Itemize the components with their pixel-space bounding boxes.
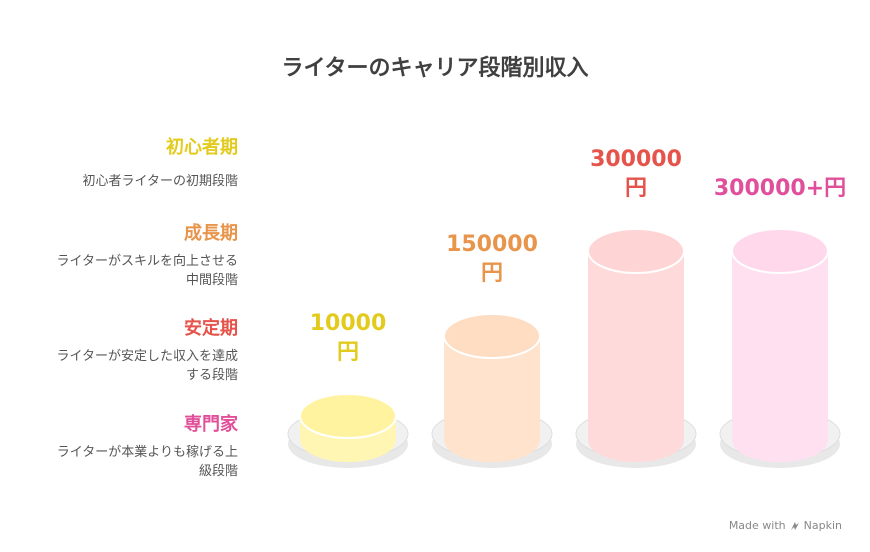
value-unit: 円	[336, 340, 359, 365]
value-unit: 円	[480, 261, 503, 286]
stage-desc-line: 級段階	[198, 464, 238, 479]
stage-desc-line: ライターが安定した収入を達成	[56, 349, 238, 364]
stage-desc-line: ライターがスキルを向上させる	[56, 254, 238, 269]
value-number: 300000	[590, 147, 682, 172]
cylinder-beginner	[287, 393, 409, 468]
value-number: 150000	[446, 232, 538, 257]
page-title: ライターのキャリア段階別収入	[281, 56, 589, 81]
cylinder-body	[444, 336, 540, 462]
stage-heading-expert: 専門家	[184, 414, 238, 435]
napkin-brand-text: Napkin	[803, 519, 842, 532]
value-label-expert: 300000+円	[700, 174, 860, 203]
stage-heading-stable: 安定期	[184, 318, 238, 339]
stage-desc-line: する段階	[185, 368, 238, 383]
value-label-stable: 300000 円	[566, 145, 706, 203]
cylinder-body	[588, 251, 684, 462]
cylinder-top	[731, 228, 829, 274]
cylinder-expert	[719, 228, 841, 468]
value-number: 300000+円	[713, 176, 847, 201]
stage-desc-growth: ライターがスキルを向上させる 中間段階	[0, 252, 238, 290]
stage-desc-beginner: 初心者ライターの初期段階	[0, 172, 238, 191]
stage-desc-stable: ライターが安定した収入を達成 する段階	[0, 347, 238, 385]
value-number: 10000	[309, 311, 387, 336]
value-unit: 円	[624, 176, 647, 201]
cylinder-body	[732, 251, 828, 462]
stage-desc-line: 初心者ライターの初期段階	[82, 174, 238, 189]
cylinder-top	[443, 313, 541, 359]
napkin-logo-icon	[790, 521, 800, 531]
stage-heading-growth: 成長期	[184, 223, 238, 244]
cylinder-growth	[431, 313, 553, 468]
cylinder-top	[587, 228, 685, 274]
cylinder-stable	[575, 228, 697, 468]
stage-desc-line: ライターが本業よりも稼げる上	[56, 445, 238, 460]
value-label-growth: 150000 円	[422, 230, 562, 288]
stage-heading-beginner: 初心者期	[166, 137, 238, 158]
value-label-beginner: 10000 円	[288, 309, 408, 367]
made-with-napkin[interactable]: Made with Napkin	[729, 519, 842, 532]
stage-desc-line: 中間段階	[185, 273, 238, 288]
cylinder-top	[299, 393, 397, 439]
stage-desc-expert: ライターが本業よりも稼げる上 級段階	[0, 443, 238, 481]
made-with-text: Made with	[728, 519, 786, 532]
